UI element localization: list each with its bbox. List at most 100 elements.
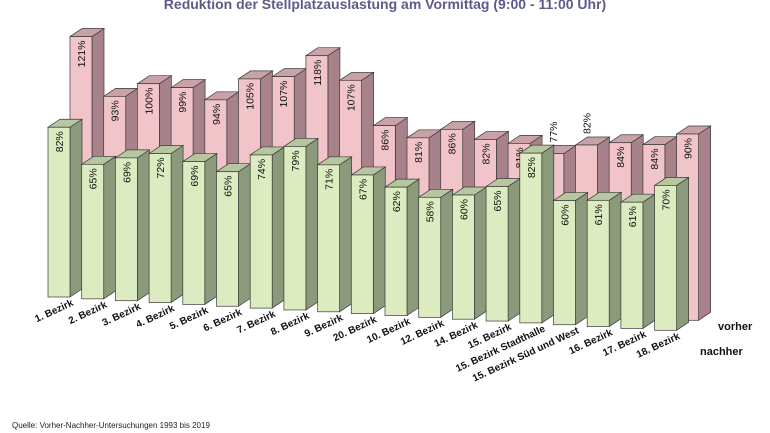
data-label: 84% xyxy=(615,147,627,168)
bar-side xyxy=(676,176,689,331)
bar-side xyxy=(103,155,117,300)
bar-nachher: 60% xyxy=(451,186,488,320)
bar-nachher: 65% xyxy=(80,155,117,300)
bar-nachher: 69% xyxy=(181,152,218,306)
data-label: 62% xyxy=(391,191,403,212)
bar-nachher: 65% xyxy=(215,163,252,307)
bar-front xyxy=(249,154,273,309)
data-label: 107% xyxy=(278,81,290,108)
data-label: 61% xyxy=(627,206,639,227)
bar-nachher: 79% xyxy=(282,137,320,311)
bar-side xyxy=(541,144,555,324)
bar-side xyxy=(406,178,420,317)
data-label: 69% xyxy=(189,166,201,187)
data-label: 71% xyxy=(324,169,336,190)
data-label: 99% xyxy=(177,92,189,113)
data-label: 65% xyxy=(492,191,504,212)
bar-nachher: 74% xyxy=(249,146,286,309)
bar-front xyxy=(654,185,677,331)
bar-front xyxy=(586,199,610,327)
bar-front xyxy=(148,153,172,303)
bar-front xyxy=(216,171,239,307)
bar-nachher: 61% xyxy=(586,191,623,328)
data-label: 94% xyxy=(211,104,223,125)
bar-front xyxy=(519,152,543,324)
bar-side xyxy=(440,188,454,319)
legend-vorher: vorher xyxy=(718,321,753,333)
bar-nachher: 60% xyxy=(552,191,589,326)
data-label: 118% xyxy=(312,60,324,86)
data-label: 61% xyxy=(593,204,605,225)
data-label: 121% xyxy=(76,41,88,68)
bar-side xyxy=(339,156,352,313)
data-label: 93% xyxy=(110,100,122,121)
data-label: 100% xyxy=(143,88,155,115)
data-label: 67% xyxy=(357,179,369,200)
bar-side xyxy=(69,118,83,298)
bar-side xyxy=(238,163,251,307)
chart-title: Reduktion der Stellplatzauslastung am Vo… xyxy=(164,0,606,12)
series-nachher: 82% 65% 69% 72% 69% 65% 74% 79% 71% 67% 62% 58% 60% 6… xyxy=(46,118,690,331)
bar-front xyxy=(384,186,408,316)
data-label: 90% xyxy=(683,138,695,159)
bar-front xyxy=(620,201,644,329)
bar-front xyxy=(182,161,206,305)
bar-front xyxy=(485,186,509,322)
data-label: 86% xyxy=(447,133,459,154)
bar-side xyxy=(608,191,622,328)
data-label: 105% xyxy=(245,83,257,110)
bar-nachher: 62% xyxy=(383,178,421,317)
bar-side xyxy=(170,144,184,304)
data-label: 82% xyxy=(526,157,538,178)
bar-nachher: 58% xyxy=(417,188,454,319)
data-label: 65% xyxy=(88,168,100,189)
bar-front xyxy=(452,194,475,320)
bar-nachher: 70% xyxy=(653,176,690,331)
bar-front xyxy=(115,157,138,302)
legend-nachher: nachher xyxy=(700,346,744,358)
data-label: 72% xyxy=(155,158,167,179)
data-label: 60% xyxy=(458,199,470,220)
bar-nachher: 61% xyxy=(619,193,657,330)
data-label: 65% xyxy=(223,176,235,197)
bar-side xyxy=(642,193,656,330)
bar-nachher: 71% xyxy=(316,156,353,313)
bar-side xyxy=(698,125,711,321)
data-label: 82% xyxy=(582,113,594,134)
data-label: 77% xyxy=(548,122,560,143)
bar-front xyxy=(283,146,307,311)
bar-front xyxy=(81,163,105,300)
bar-side xyxy=(305,137,319,311)
bar-front xyxy=(418,196,442,318)
data-label: 107% xyxy=(346,84,358,111)
bar-side xyxy=(372,166,386,315)
bar-side xyxy=(474,186,487,320)
bar-front xyxy=(553,200,576,326)
bar-nachher: 65% xyxy=(484,177,522,322)
data-label: 86% xyxy=(379,130,391,151)
data-label: 82% xyxy=(480,143,492,164)
bar-side xyxy=(137,149,150,302)
data-label: 69% xyxy=(121,162,133,183)
data-label: 60% xyxy=(560,205,572,226)
data-label: 82% xyxy=(54,131,66,152)
bar-nachher: 72% xyxy=(147,144,185,304)
bar-front xyxy=(350,174,374,315)
source-note: Quelle: Vorher-Nachher-Untersuchungen 19… xyxy=(12,421,210,430)
bar-side xyxy=(271,146,285,309)
bar-side xyxy=(204,152,218,306)
data-label: 74% xyxy=(256,159,268,180)
data-label: 70% xyxy=(661,189,673,210)
data-label: 81% xyxy=(413,142,425,163)
bar-side xyxy=(575,191,588,326)
bar-nachher: 67% xyxy=(350,166,387,315)
bar-front xyxy=(317,164,340,313)
data-label: 58% xyxy=(425,201,437,222)
data-label: 79% xyxy=(290,150,302,171)
bar-front xyxy=(47,126,71,298)
bar-side xyxy=(507,177,521,322)
bar-nachher: 82% xyxy=(518,144,555,324)
data-label: 84% xyxy=(649,149,661,170)
bar-nachher: 69% xyxy=(114,149,151,302)
